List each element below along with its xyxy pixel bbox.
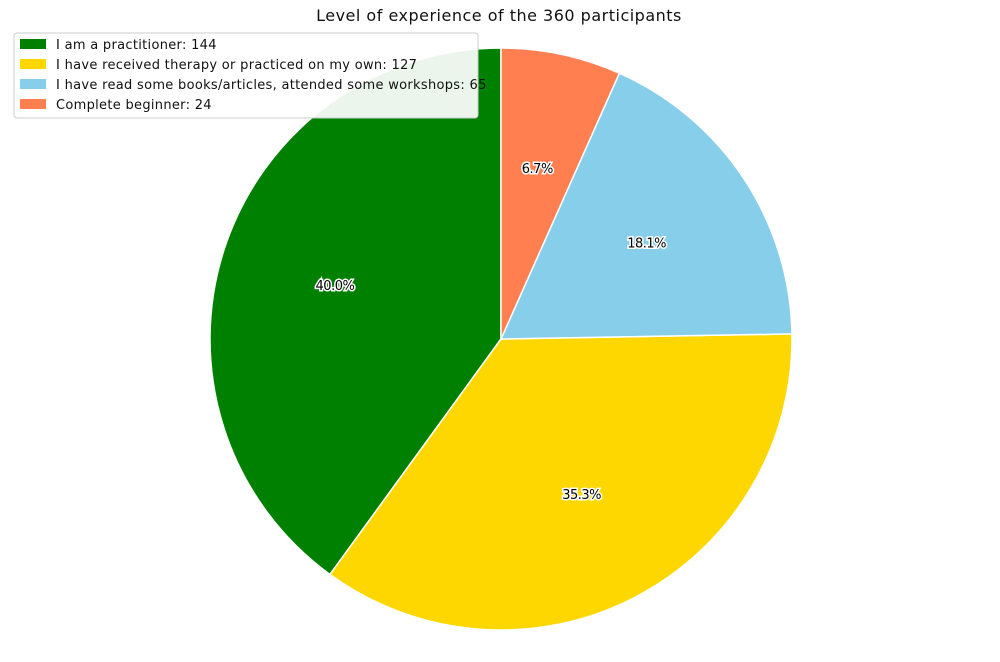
slice-percent-label: 40.0% [316,279,355,294]
legend-label: I am a practitioner: 144 [56,38,217,53]
slice-percent-label: 18.1% [627,237,666,252]
legend-label: Complete beginner: 24 [56,98,212,113]
slice-labels: 40.0% 35.3% 18.1% 6.7% [314,161,668,505]
slice-percent-label: 35.3% [562,488,601,503]
legend-swatch [20,99,46,109]
legend-swatch [20,79,46,89]
legend-box [13,32,479,119]
legend-label: I have read some books/articles, attende… [56,78,487,93]
legend-label: I have received therapy or practiced on … [56,58,417,73]
legend-swatch [20,59,46,69]
legend-swatch [20,39,46,49]
pie-slice-3 [500,47,621,340]
pie-slice-2 [500,72,793,340]
slice-percent-label: 6.7% [522,162,553,177]
pie-slice-1 [329,333,793,631]
legend: I am a practitioner: 144 I have received … [13,32,487,119]
pie-slices [209,47,793,631]
chart-title: Level of experience of the 360 participa… [316,6,682,25]
